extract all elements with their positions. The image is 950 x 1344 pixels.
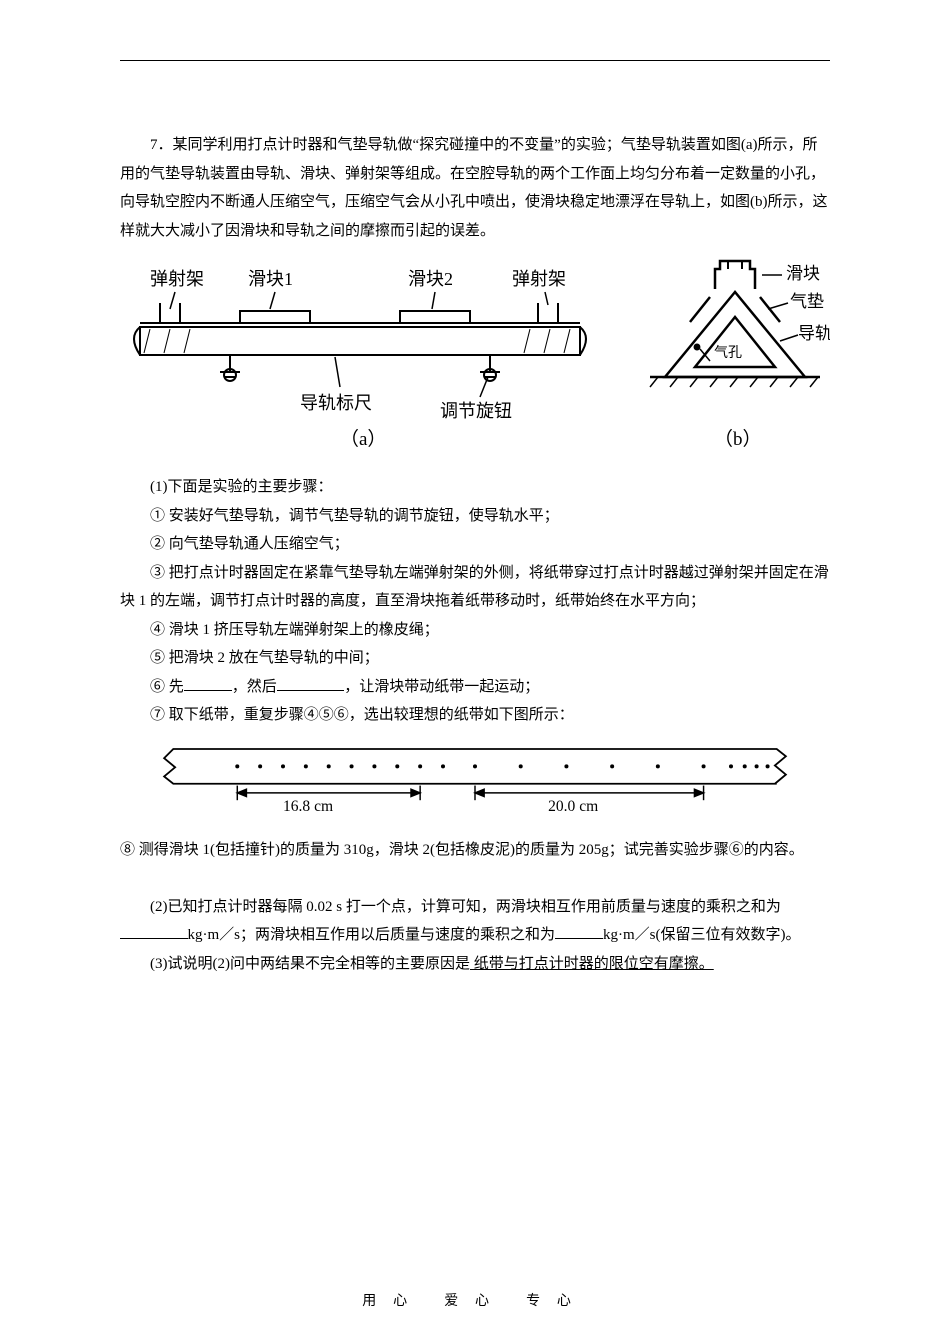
step-6: ⑥ 先 ，然后 ，让滑块带动纸带一起运动； [120,673,830,702]
part3-answer: 纸带与打点计时器的限位空有摩擦。 [470,956,714,972]
tape-right-label: 20.0 cm [548,798,598,815]
step6-a: ⑥ 先 [150,679,184,695]
fig-a-label-catapult-left: 弹射架 [150,269,204,289]
fig-a-label-knob: 调节旋钮 [440,401,512,421]
fig-b-caption: （b） [714,428,762,450]
fig-a-label-block2: 滑块2 [408,269,453,289]
tape-figure-wrap: 16.8 cm 20.0 cm [120,736,830,826]
fig-b-label-hole: 气孔 [714,345,742,361]
step-7: ⑦ 取下纸带，重复步骤④⑤⑥，选出较理想的纸带如下图所示： [120,701,830,730]
figure-a: 弹射架 滑块1 滑块2 弹射架 导轨标尺 调节旋钮 （a） [120,257,600,457]
step-1: ① 安装好气垫导轨，调节气垫导轨的调节旋钮，使导轨水平； [120,502,830,531]
fig-a-label-block1: 滑块1 [248,269,293,289]
fig-a-caption: （a） [340,428,386,450]
blank-step6-1 [184,675,232,691]
fig-a-label-catapult-right: 弹射架 [512,269,566,289]
step-8: ⑧ 测得滑块 1(包括撞针)的质量为 310g，滑块 2(包括橡皮泥)的质量为 … [120,836,830,865]
step-5: ⑤ 把滑块 2 放在气垫导轨的中间； [120,644,830,673]
fig-b-label-cushion: 气垫 [790,292,824,311]
part2-unit2: kg·m／s(保留三位有效数字)。 [603,927,801,943]
part2: (2)已知打点计时器每隔 0.02 s 打一个点，计算可知，两滑块相互作用前质量… [120,893,830,950]
intro-text: 某同学利用打点计时器和气垫导轨做“探究碰撞中的不变量”的实验；气垫导轨装置如图(… [120,137,828,239]
tape-left-label: 16.8 cm [283,798,333,815]
step-2: ② 向气垫导轨通人压缩空气； [120,530,830,559]
fig-b-label-block: 滑块 [786,264,820,283]
blank-part2-1 [120,923,188,939]
blank-step6-2 [277,675,345,691]
part3: (3)试说明(2)问中两结果不完全相等的主要原因是 纸带与打点计时器的限位空有摩… [120,950,830,979]
question-number: 7． [150,137,173,153]
tape-figure: 16.8 cm 20.0 cm [155,736,795,826]
figure-b: 滑块 气垫 导轨 气孔 （b） [640,257,830,457]
fig-b-label-rail: 导轨 [798,324,830,343]
step-3: ③ 把打点计时器固定在紧靠气垫导轨左端弹射架的外侧，将纸带穿过打点计时器越过弹射… [120,559,830,616]
top-rule [120,60,830,61]
part2-unit1: kg·m／s；两滑块相互作用以后质量与速度的乘积之和为 [188,927,556,943]
figure-row: 弹射架 滑块1 滑块2 弹射架 导轨标尺 调节旋钮 （a） [120,257,830,457]
step6-b: ，然后 [232,679,277,695]
footer: 用心 爱心 专心 [0,1289,950,1316]
intro-paragraph: 7．某同学利用打点计时器和气垫导轨做“探究碰撞中的不变量”的实验；气垫导轨装置如… [120,131,830,245]
part2-prefix: (2)已知打点计时器每隔 0.02 s 打一个点，计算可知，两滑块相互作用前质量… [150,899,781,915]
blank-part2-2 [555,923,603,939]
fig-a-label-scale: 导轨标尺 [300,393,372,413]
part3-prefix: (3)试说明(2)问中两结果不完全相等的主要原因是 [150,956,470,972]
part1-heading: (1)下面是实验的主要步骤： [120,473,830,502]
step6-c: ，让滑块带动纸带一起运动； [344,679,539,695]
step-4: ④ 滑块 1 挤压导轨左端弹射架上的橡皮绳； [120,616,830,645]
